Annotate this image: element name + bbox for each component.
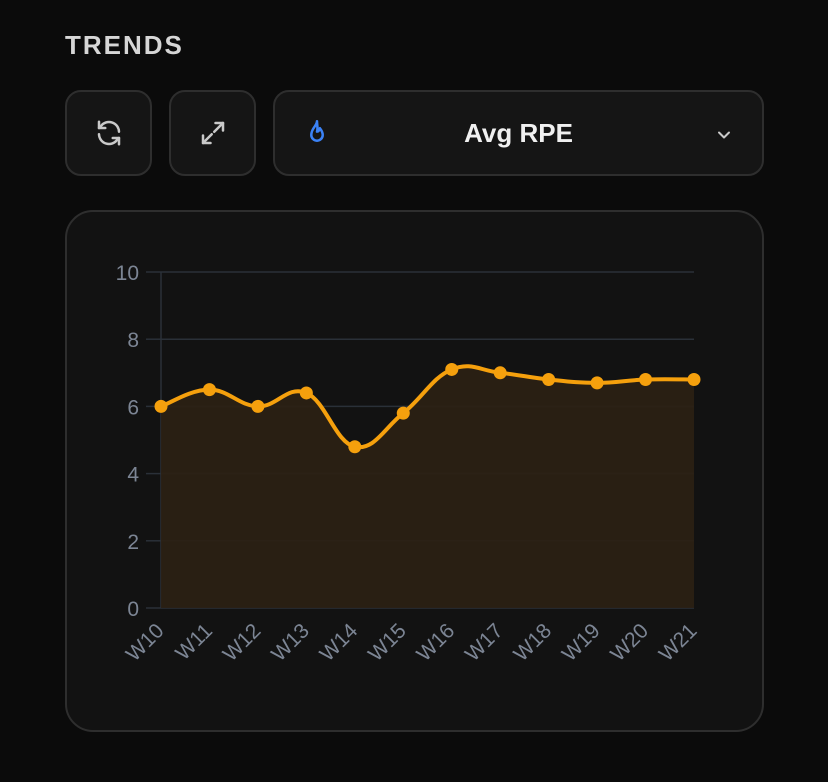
- trend-chart-card: 0 2 4 6 8 10 W10 W11 W12 W13 W14 W15 W16 W17 W18 W19 W20…: [65, 210, 764, 732]
- y-tick-label: 8: [127, 329, 139, 352]
- chevron-down-icon: [718, 131, 730, 139]
- y-tick-label: 10: [116, 262, 139, 285]
- x-tick-label: W19: [558, 619, 605, 666]
- data-point[interactable]: [299, 386, 313, 400]
- section-title: TRENDS: [65, 30, 184, 60]
- expand-icon: [201, 121, 224, 145]
- x-tick-label: W18: [509, 619, 556, 666]
- refresh-button[interactable]: [65, 90, 152, 176]
- series-area: [161, 366, 694, 608]
- refresh-icon: [97, 120, 120, 146]
- x-tick-label: W14: [316, 619, 363, 666]
- flame-icon: [310, 120, 324, 142]
- data-point[interactable]: [251, 399, 265, 413]
- trend-chart: 0 2 4 6 8 10 W10 W11 W12 W13 W14 W15 W16 W17 W18 W19 W20…: [116, 262, 702, 666]
- y-tick-label: 4: [127, 464, 139, 487]
- x-tick-label: W11: [171, 619, 217, 665]
- data-point[interactable]: [154, 399, 168, 413]
- data-point[interactable]: [687, 373, 701, 387]
- data-point[interactable]: [348, 440, 362, 454]
- x-tick-label: W16: [412, 619, 459, 666]
- data-point[interactable]: [639, 373, 653, 387]
- metric-select-value: Avg RPE: [464, 118, 573, 148]
- x-tick-label: W15: [364, 619, 411, 666]
- x-tick-label: W10: [122, 619, 169, 666]
- x-tick-label: W20: [606, 619, 653, 666]
- data-point[interactable]: [445, 362, 459, 376]
- y-tick-label: 2: [127, 531, 139, 554]
- data-point[interactable]: [396, 406, 410, 420]
- x-tick-label: W17: [461, 619, 508, 666]
- expand-button[interactable]: [169, 90, 256, 176]
- x-tick-label: W13: [267, 619, 314, 666]
- data-point[interactable]: [542, 373, 556, 387]
- x-tick-label: W12: [219, 619, 266, 666]
- data-point[interactable]: [590, 376, 604, 390]
- metric-select[interactable]: Avg RPE: [273, 90, 764, 176]
- data-point[interactable]: [202, 383, 216, 397]
- data-point[interactable]: [493, 366, 507, 380]
- y-tick-label: 0: [127, 598, 139, 621]
- y-tick-label: 6: [127, 396, 139, 419]
- x-tick-label: W21: [655, 619, 702, 666]
